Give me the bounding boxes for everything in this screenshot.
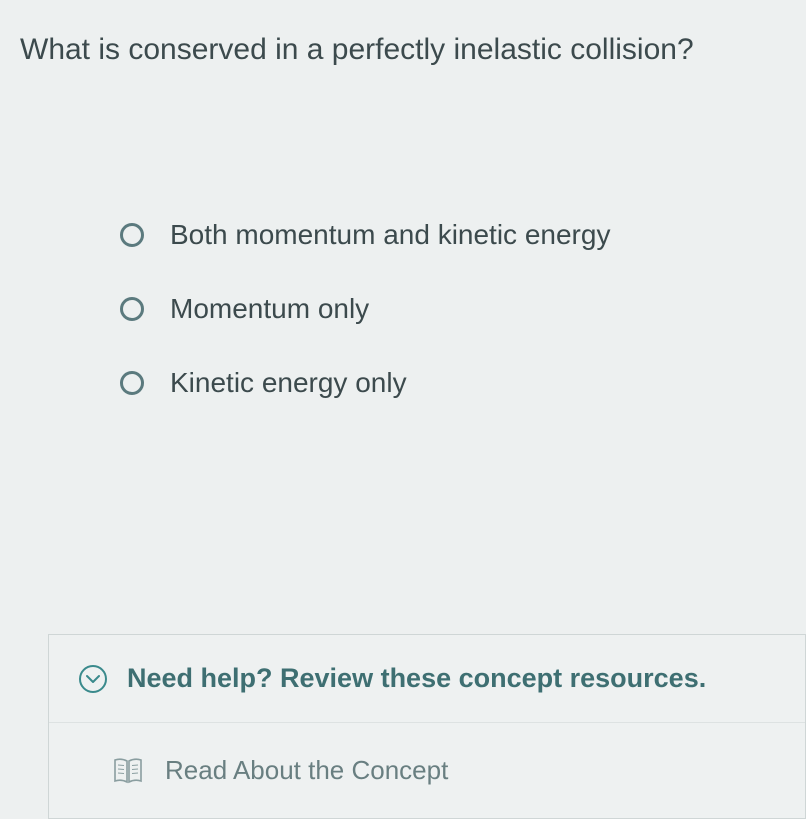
options-list: Both momentum and kinetic energy Momentu… [0, 69, 806, 399]
help-title: Need help? Review these concept resource… [127, 663, 706, 694]
option-row[interactable]: Both momentum and kinetic energy [120, 219, 806, 251]
resource-link[interactable]: Read About the Concept [49, 723, 805, 818]
radio-unchecked-icon[interactable] [120, 297, 144, 321]
option-row[interactable]: Momentum only [120, 293, 806, 325]
radio-unchecked-icon[interactable] [120, 223, 144, 247]
option-label: Kinetic energy only [170, 367, 407, 399]
question-prompt: What is conserved in a perfectly inelast… [20, 30, 776, 69]
help-panel: Need help? Review these concept resource… [48, 634, 806, 819]
book-icon [113, 758, 143, 784]
help-toggle[interactable]: Need help? Review these concept resource… [49, 635, 805, 723]
option-label: Both momentum and kinetic energy [170, 219, 610, 251]
option-row[interactable]: Kinetic energy only [120, 367, 806, 399]
radio-unchecked-icon[interactable] [120, 371, 144, 395]
question-area: What is conserved in a perfectly inelast… [0, 0, 806, 69]
option-label: Momentum only [170, 293, 369, 325]
chevron-down-icon [79, 665, 107, 693]
resource-label: Read About the Concept [165, 755, 448, 786]
